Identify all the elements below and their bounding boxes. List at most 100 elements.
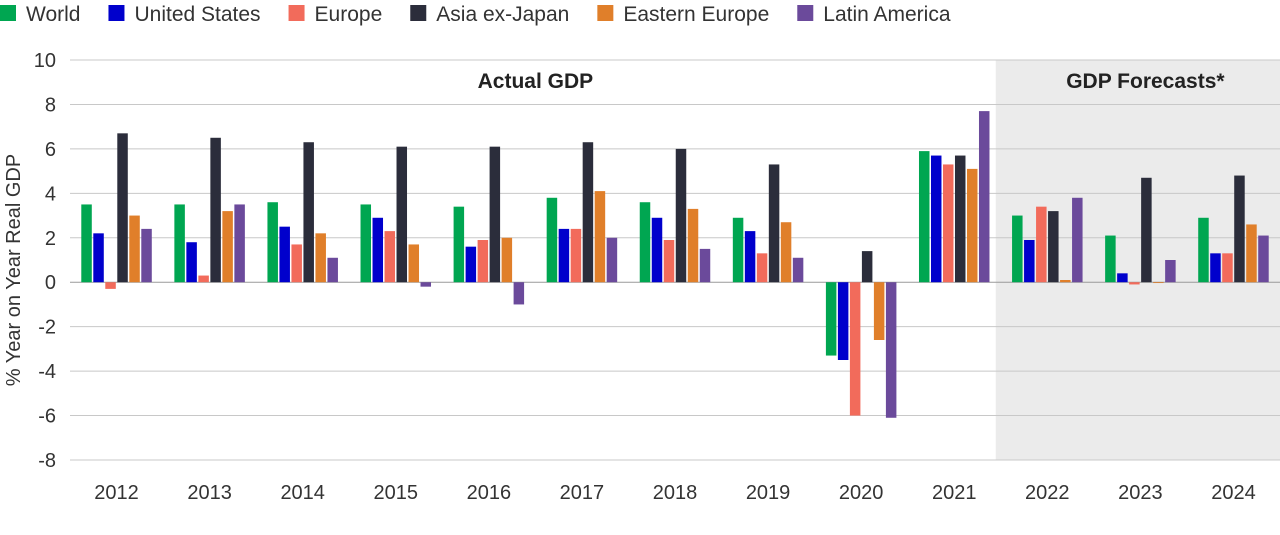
x-tick-label: 2021 bbox=[932, 482, 977, 504]
y-tick-label: 0 bbox=[45, 272, 56, 294]
bar-asia-ex-japan-2013 bbox=[210, 137, 221, 283]
bar-europe-2016 bbox=[477, 240, 489, 283]
bar-eastern-europe-2014 bbox=[315, 233, 326, 283]
bar-united-states-2021 bbox=[930, 155, 942, 283]
bar-eastern-europe-2016 bbox=[501, 237, 513, 283]
bar-latin-america-2014 bbox=[327, 257, 338, 283]
bar-europe-2013 bbox=[198, 275, 209, 283]
bar-eastern-europe-2017 bbox=[594, 191, 606, 283]
bar-united-states-2017 bbox=[558, 228, 570, 283]
bar-latin-america-2024 bbox=[1258, 235, 1269, 283]
legend-label: World bbox=[26, 3, 80, 26]
bar-europe-2012 bbox=[105, 282, 116, 289]
bar-united-states-2024 bbox=[1210, 253, 1221, 283]
bar-world-2024 bbox=[1198, 217, 1209, 283]
bar-europe-2020 bbox=[849, 282, 861, 416]
legend-swatch bbox=[288, 5, 305, 21]
x-tick-label: 2023 bbox=[1118, 482, 1163, 504]
legend-label: Europe bbox=[315, 3, 383, 26]
legend-label: Latin America bbox=[823, 3, 951, 26]
bar-latin-america-2022 bbox=[1072, 197, 1083, 283]
legend-item: Latin America bbox=[797, 3, 951, 26]
bar-asia-ex-japan-2018 bbox=[675, 148, 687, 283]
legend-swatch bbox=[0, 5, 16, 21]
x-tick-label: 2016 bbox=[467, 482, 512, 504]
bar-eastern-europe-2020 bbox=[873, 282, 885, 340]
x-axis-ticks: 2012 2013 2014 2015 2016 2017 2018 2019 2020 2021… bbox=[94, 482, 1255, 504]
legend-label: Asia ex-Japan bbox=[436, 3, 569, 26]
legend-item: Europe bbox=[288, 3, 383, 26]
bar-europe-2015 bbox=[384, 231, 396, 283]
bar-united-states-2018 bbox=[651, 217, 663, 283]
x-tick-label: 2013 bbox=[187, 482, 232, 504]
bar-eastern-europe-2015 bbox=[408, 244, 420, 283]
bar-latin-america-2023 bbox=[1165, 260, 1176, 283]
bar-asia-ex-japan-2015 bbox=[396, 146, 408, 283]
bar-world-2020 bbox=[825, 282, 837, 356]
x-tick-label: 2019 bbox=[746, 482, 791, 504]
legend-swatch bbox=[108, 5, 125, 21]
y-tick-label: 8 bbox=[45, 94, 56, 116]
bar-asia-ex-japan-2023 bbox=[1141, 177, 1152, 283]
bar-europe-2017 bbox=[570, 228, 582, 283]
bar-united-states-2022 bbox=[1024, 240, 1035, 283]
x-tick-label: 2015 bbox=[374, 482, 419, 504]
bar-latin-america-2015 bbox=[420, 282, 432, 287]
bar-eastern-europe-2019 bbox=[780, 222, 792, 283]
bar-europe-2018 bbox=[663, 240, 675, 283]
bar-world-2016 bbox=[453, 206, 465, 283]
bar-europe-2022 bbox=[1036, 206, 1047, 283]
legend: World United States Europe Asia ex-Japan Eas… bbox=[0, 3, 951, 26]
bar-asia-ex-japan-2014 bbox=[303, 142, 314, 283]
legend-item: Eastern Europe bbox=[597, 3, 769, 26]
x-tick-label: 2018 bbox=[653, 482, 698, 504]
y-tick-label: 2 bbox=[45, 228, 56, 250]
bar-world-2023 bbox=[1105, 235, 1116, 283]
bar-eastern-europe-2023 bbox=[1153, 282, 1164, 284]
bars bbox=[81, 111, 1269, 418]
bar-world-2022 bbox=[1012, 215, 1023, 283]
bar-united-states-2015 bbox=[372, 217, 384, 283]
legend-item: Asia ex-Japan bbox=[410, 3, 569, 26]
bar-asia-ex-japan-2022 bbox=[1048, 211, 1059, 283]
bar-united-states-2012 bbox=[93, 233, 104, 283]
bar-eastern-europe-2013 bbox=[222, 211, 233, 283]
bar-europe-2023 bbox=[1129, 282, 1140, 285]
bar-united-states-2013 bbox=[186, 242, 197, 283]
x-tick-label: 2020 bbox=[839, 482, 884, 504]
bar-latin-america-2019 bbox=[792, 257, 804, 283]
y-tick-label: 4 bbox=[45, 183, 56, 205]
bar-asia-ex-japan-2017 bbox=[582, 142, 594, 283]
bar-united-states-2019 bbox=[744, 231, 756, 283]
bar-asia-ex-japan-2020 bbox=[861, 251, 873, 283]
bar-latin-america-2017 bbox=[606, 237, 618, 283]
bar-united-states-2023 bbox=[1117, 273, 1128, 283]
gridlines bbox=[70, 59, 1280, 461]
bar-latin-america-2012 bbox=[141, 228, 152, 283]
actual-gdp-label: Actual GDP bbox=[478, 70, 594, 93]
x-tick-label: 2017 bbox=[560, 482, 605, 504]
legend-swatch bbox=[410, 5, 427, 21]
bar-latin-america-2016 bbox=[513, 282, 525, 305]
bar-europe-2014 bbox=[291, 244, 302, 283]
legend-item: United States bbox=[108, 3, 261, 26]
legend-item: World bbox=[0, 3, 80, 26]
bar-asia-ex-japan-2012 bbox=[117, 133, 128, 283]
bar-latin-america-2013 bbox=[234, 204, 245, 283]
x-tick-label: 2024 bbox=[1211, 482, 1256, 504]
legend-swatch bbox=[797, 5, 814, 21]
bar-eastern-europe-2024 bbox=[1246, 224, 1257, 283]
bar-asia-ex-japan-2016 bbox=[489, 146, 501, 283]
bar-world-2017 bbox=[546, 197, 558, 283]
bar-eastern-europe-2022 bbox=[1060, 280, 1071, 283]
y-tick-label: 10 bbox=[34, 50, 56, 72]
bar-world-2013 bbox=[174, 204, 185, 283]
legend-label: Eastern Europe bbox=[623, 3, 769, 26]
y-tick-label: 6 bbox=[45, 139, 56, 161]
bar-united-states-2020 bbox=[837, 282, 849, 360]
legend-label: United States bbox=[134, 3, 260, 26]
bar-europe-2021 bbox=[942, 164, 954, 283]
x-tick-label: 2012 bbox=[94, 482, 139, 504]
x-tick-label: 2022 bbox=[1025, 482, 1070, 504]
